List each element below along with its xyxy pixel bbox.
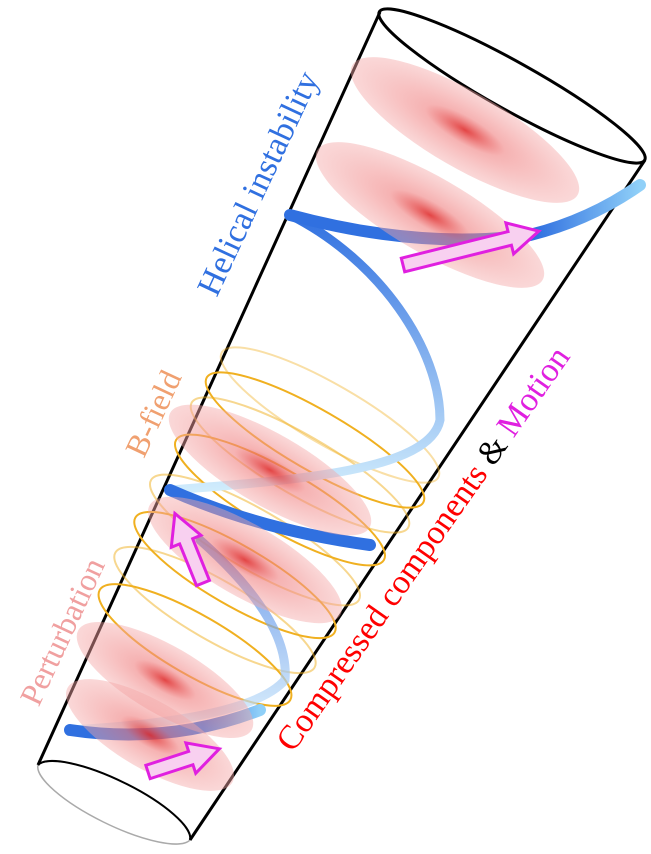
caption-motion: Motion xyxy=(490,340,578,443)
helical-instability-label: Helical instability xyxy=(190,66,326,302)
caption: Compressed components & Motion xyxy=(269,340,577,758)
motion-arrows xyxy=(143,220,542,781)
